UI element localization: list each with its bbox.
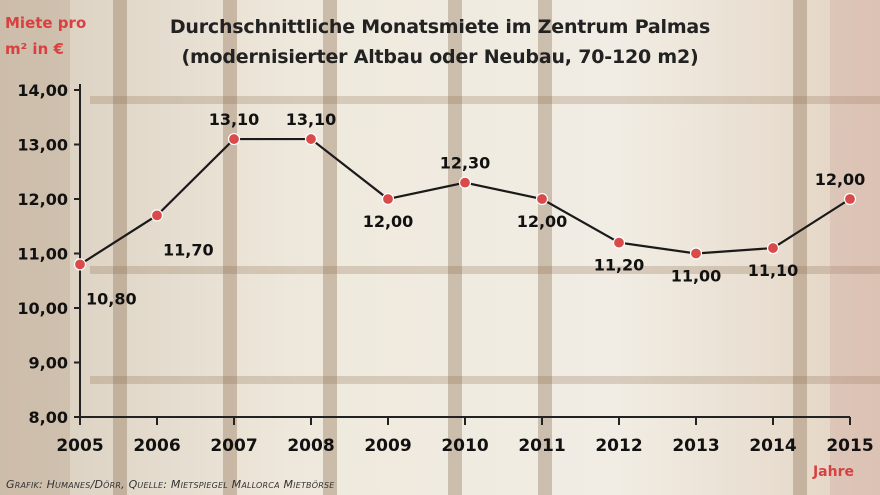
y-axis-label-line1: Miete pro bbox=[5, 14, 87, 32]
chart-title-line1: Durchschnittliche Monatsmiete im Zentrum… bbox=[169, 16, 711, 38]
y-tick-label: 11,00 bbox=[17, 245, 68, 264]
x-tick-label: 2006 bbox=[133, 436, 180, 456]
y-tick-label: 13,00 bbox=[17, 136, 68, 155]
data-point bbox=[843, 192, 857, 206]
data-label: 12,00 bbox=[517, 212, 568, 231]
x-tick-label: 2013 bbox=[672, 436, 719, 456]
x-tick-label: 2014 bbox=[749, 436, 796, 456]
data-label: 13,10 bbox=[286, 110, 337, 129]
y-tick-label: 9,00 bbox=[29, 354, 68, 373]
source-credit: Grafik: Humanes/Dörr, Quelle: Mietspiege… bbox=[6, 478, 335, 491]
x-tick-label: 2011 bbox=[518, 436, 565, 456]
x-tick-label: 2005 bbox=[56, 436, 103, 456]
y-tick-label: 8,00 bbox=[29, 408, 68, 427]
data-label: 11,20 bbox=[594, 256, 645, 275]
x-tick-label: 2010 bbox=[441, 436, 488, 456]
y-tick-label: 12,00 bbox=[17, 190, 68, 209]
data-point bbox=[381, 192, 395, 206]
y-tick-label: 10,00 bbox=[17, 299, 68, 318]
data-point bbox=[689, 247, 703, 260]
data-label: 10,80 bbox=[86, 289, 137, 308]
chart-title-line2: (modernisierter Altbau oder Neubau, 70-1… bbox=[181, 46, 699, 68]
axes: 8,00 9,00 10,00 11,00 12,00 13,00 14,00 2005 200… bbox=[17, 81, 873, 456]
data-point bbox=[458, 176, 472, 189]
x-tick-label: 2009 bbox=[364, 436, 411, 456]
data-label: 11,10 bbox=[748, 261, 799, 280]
data-label: 13,10 bbox=[209, 110, 260, 129]
data-point bbox=[304, 132, 318, 146]
data-point bbox=[227, 132, 241, 146]
data-label: 11,70 bbox=[163, 240, 214, 259]
x-tick-label: 2007 bbox=[210, 436, 257, 456]
data-markers bbox=[73, 132, 857, 271]
data-point bbox=[150, 209, 164, 222]
data-point bbox=[766, 241, 780, 255]
x-tick-label: 2012 bbox=[595, 436, 642, 456]
x-tick-label: 2015 bbox=[826, 436, 873, 456]
x-axis-unit-label: Jahre bbox=[812, 464, 854, 480]
y-tick-label: 14,00 bbox=[17, 81, 68, 100]
data-point bbox=[535, 192, 549, 206]
x-tick-label: 2008 bbox=[287, 436, 334, 456]
data-label: 12,00 bbox=[363, 212, 414, 231]
data-label: 12,30 bbox=[440, 154, 491, 173]
data-point bbox=[73, 258, 87, 271]
data-labels: 10,80 11,70 13,10 13,10 12,00 12,30 12,00 11,20… bbox=[86, 110, 865, 308]
data-label: 12,00 bbox=[815, 170, 866, 189]
data-label: 11,00 bbox=[671, 267, 722, 286]
data-point bbox=[612, 236, 626, 249]
y-axis-label-line2: m² in € bbox=[5, 40, 64, 58]
